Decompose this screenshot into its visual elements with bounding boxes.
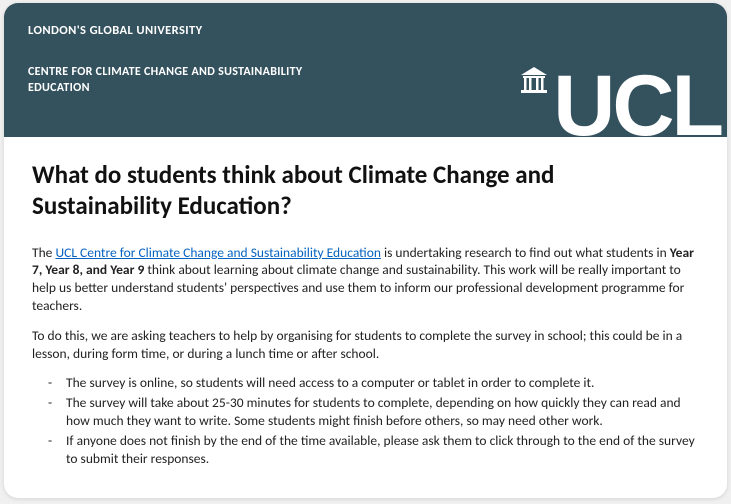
centre-link[interactable]: UCL Centre for Climate Change and Sustai… — [55, 244, 380, 261]
centre-name: CENTRE FOR CLIMATE CHANGE AND SUSTAINABI… — [28, 64, 368, 96]
intro-text-prefix: The — [32, 244, 55, 261]
header-banner: LONDON'S GLOBAL UNIVERSITY CENTRE FOR CL… — [4, 3, 727, 137]
intro-text-mid1: is undertaking research to find out what… — [381, 244, 670, 261]
page-title: What do students think about Climate Cha… — [32, 159, 699, 222]
ucl-logo: UCL — [519, 66, 721, 143]
list-item: The survey is online, so students will n… — [66, 374, 699, 392]
bullet-list: The survey is online, so students will n… — [32, 374, 699, 467]
instruction-paragraph: To do this, we are asking teachers to he… — [32, 327, 699, 363]
intro-paragraph: The UCL Centre for Climate Change and Su… — [32, 244, 699, 315]
ucl-wordmark: UCL — [553, 70, 721, 143]
university-tagline: LONDON'S GLOBAL UNIVERSITY — [28, 23, 703, 38]
document-body: What do students think about Climate Cha… — [4, 137, 727, 479]
centre-line-1: CENTRE FOR CLIMATE CHANGE AND SUSTAINABI… — [28, 65, 302, 79]
list-item: The survey will take about 25-30 minutes… — [66, 394, 699, 430]
centre-line-2: EDUCATION — [28, 81, 90, 95]
portico-icon — [519, 66, 549, 99]
document-page: LONDON'S GLOBAL UNIVERSITY CENTRE FOR CL… — [4, 3, 727, 498]
list-item: If anyone does not finish by the end of … — [66, 432, 699, 468]
